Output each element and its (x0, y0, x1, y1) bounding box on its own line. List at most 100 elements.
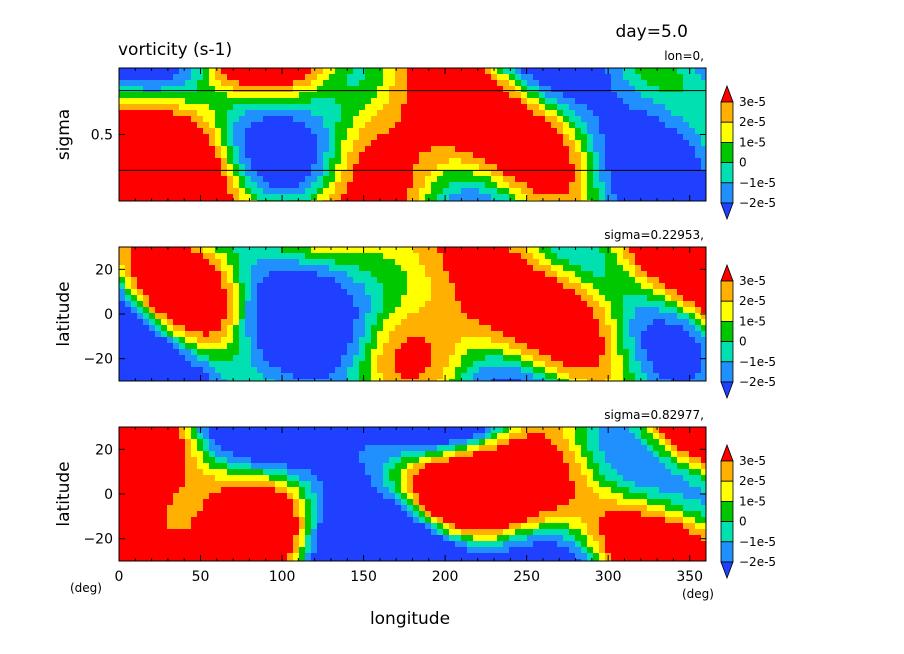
field-cell (341, 439, 348, 446)
field-cell (275, 164, 282, 171)
field-cell (503, 128, 510, 135)
field-cell (329, 301, 336, 308)
field-cell (419, 98, 426, 105)
field-cell (563, 188, 570, 195)
field-cell (563, 116, 570, 123)
field-cell (689, 182, 696, 189)
field-cell (245, 140, 252, 147)
field-cell (659, 265, 666, 272)
field-cell (293, 194, 300, 201)
field-cell (347, 158, 354, 165)
field-cell (563, 265, 570, 272)
field-cell (245, 158, 252, 165)
field-cell (365, 367, 372, 374)
field-cell (665, 277, 672, 284)
field-cell (359, 259, 366, 266)
field-cell (449, 92, 456, 99)
field-cell (689, 116, 696, 123)
field-cell (461, 361, 468, 368)
field-cell (545, 122, 552, 129)
field-cell (185, 325, 192, 332)
field-cell (383, 289, 390, 296)
field-cell (179, 152, 186, 159)
field-cell (533, 188, 540, 195)
field-cell (659, 379, 666, 382)
field-cell (401, 337, 408, 344)
field-cell (689, 128, 696, 135)
field-cell (419, 128, 426, 135)
field-cell (557, 343, 564, 350)
field-cell (167, 349, 174, 356)
field-cell (185, 337, 192, 344)
field-cell (611, 86, 618, 93)
field-cell (503, 313, 510, 320)
field-cell (371, 188, 378, 195)
field-cell (569, 146, 576, 153)
field-cell (185, 158, 192, 165)
field-cell (287, 86, 294, 93)
field-cell (521, 140, 528, 147)
field-cell (149, 349, 156, 356)
field-cell (503, 116, 510, 123)
field-cell (587, 307, 594, 314)
field-cell (497, 146, 504, 153)
field-cell (425, 439, 432, 446)
field-cell (377, 271, 384, 278)
field-cell (197, 307, 204, 314)
field-cell (641, 194, 648, 201)
field-cell (623, 122, 630, 129)
field-cell (593, 349, 600, 356)
field-cell (401, 146, 408, 153)
field-cell (335, 164, 342, 171)
field-cell (191, 182, 198, 189)
field-cell (383, 74, 390, 81)
field-cell (299, 439, 306, 446)
field-cell (701, 373, 707, 380)
field-cell (359, 289, 366, 296)
field-cell (659, 307, 666, 314)
field-cell (443, 122, 450, 129)
field-cell (539, 74, 546, 81)
field-cell (605, 361, 612, 368)
field-cell (497, 265, 504, 272)
field-cell (449, 343, 456, 350)
field-cell (245, 164, 252, 171)
field-cell (287, 331, 294, 338)
field-cell (125, 313, 132, 320)
field-cell (137, 110, 144, 117)
field-cell (575, 439, 582, 446)
field-cell (695, 343, 702, 350)
field-cell (539, 331, 546, 338)
field-cell (251, 373, 258, 380)
field-cell (155, 277, 162, 284)
field-cell (641, 349, 648, 356)
field-cell (233, 194, 240, 201)
field-cell (533, 86, 540, 93)
field-cell (545, 116, 552, 123)
field-cell (545, 134, 552, 141)
field-cell (263, 337, 270, 344)
field-cell (689, 146, 696, 153)
field-cell (455, 319, 462, 326)
field-cell (179, 146, 186, 153)
field-cell (209, 176, 216, 183)
field-cell (515, 110, 522, 117)
field-cell (131, 349, 138, 356)
field-cell (485, 110, 492, 117)
field-cell (293, 86, 300, 93)
field-cell (683, 331, 690, 338)
field-cell (233, 373, 240, 380)
field-cell (281, 164, 288, 171)
field-cell (677, 301, 684, 308)
field-cell (131, 439, 138, 446)
field-cell (599, 158, 606, 165)
field-cell (191, 110, 198, 117)
field-cell (677, 433, 684, 440)
field-cell (605, 295, 612, 302)
field-cell (461, 379, 468, 382)
field-cell (173, 331, 180, 338)
field-cell (527, 337, 534, 344)
field-cell (299, 349, 306, 356)
field-cell (191, 337, 198, 344)
field-cell (503, 295, 510, 302)
